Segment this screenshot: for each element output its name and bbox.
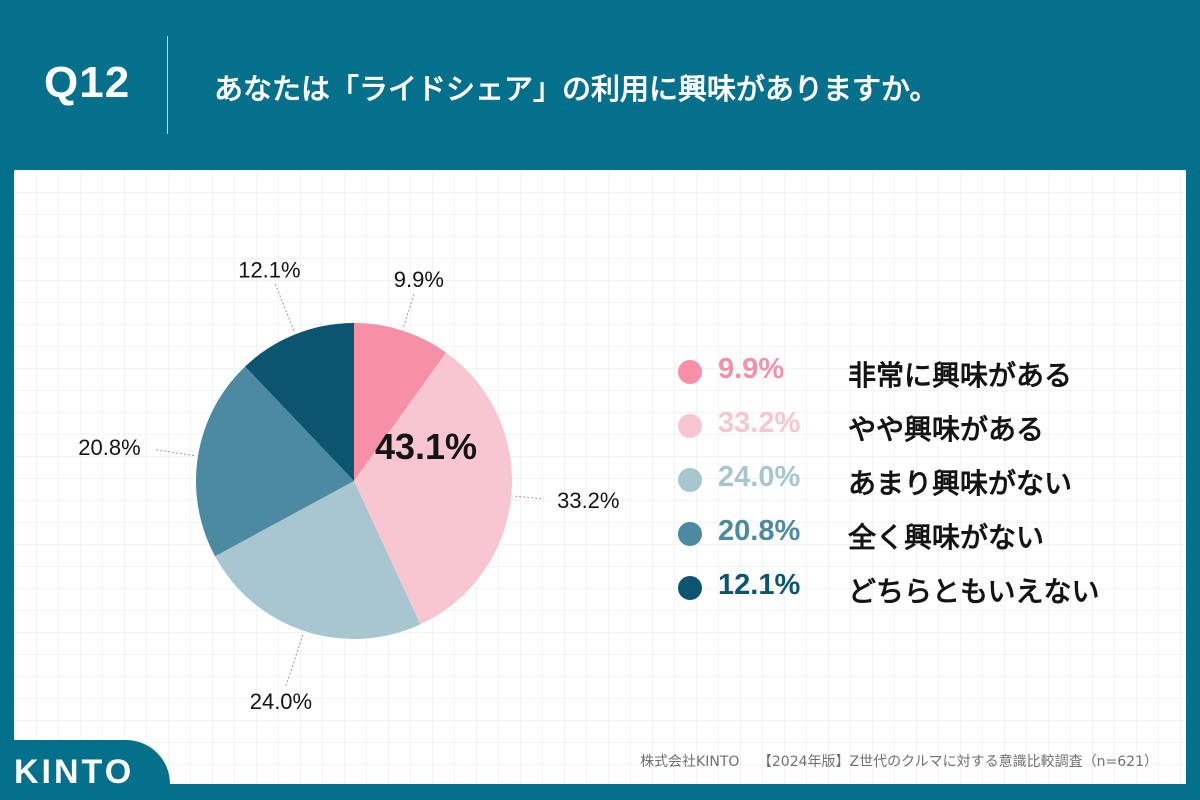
header: Q12 あなたは「ライドシェア」の利用に興味がありますか。: [0, 0, 1200, 170]
pie-slice: [195, 366, 354, 557]
logo-tab: [0, 740, 170, 800]
legend-percent: 24.0%: [718, 461, 801, 493]
pie-slice: [354, 352, 512, 625]
pie-slice: [215, 481, 421, 639]
legend-percent: 9.9%: [718, 353, 785, 385]
pie-slice: [245, 323, 354, 481]
data-label: 12.1%: [238, 257, 300, 282]
leader-line: [515, 495, 544, 500]
header-divider: [167, 36, 168, 134]
data-label: 24.0%: [250, 689, 312, 714]
center-annotation: 43.1%: [375, 426, 477, 467]
footer-company: 株式会社KINTO: [640, 754, 740, 770]
legend-swatch: [678, 360, 702, 384]
legend-percent: 12.1%: [718, 569, 801, 601]
kinto-logo: KINTO: [14, 753, 135, 791]
question-number: Q12: [44, 58, 131, 107]
legend-label: 全く興味がない: [848, 521, 1045, 554]
legend-swatch: [678, 576, 702, 600]
leader-line: [274, 282, 295, 331]
legend-label: どちらともいえない: [848, 575, 1100, 608]
pie-slice: [354, 323, 447, 481]
data-label: 20.8%: [78, 435, 140, 460]
legend-percent: 20.8%: [718, 515, 801, 547]
pie-chart: 9.9% 33.2% 24.0% 20.8% 12.1% 43.1%: [78, 257, 619, 714]
footer-source: 株式会社KINTO 【2024年版】Z世代のクルマに対する意識比較調査（n=62…: [640, 751, 1158, 771]
leader-line: [154, 448, 195, 457]
chart-panel: 9.9% 33.2% 24.0% 20.8% 12.1% 43.1% 9.9% 非常に興…: [14, 170, 1186, 784]
leader-line: [284, 634, 304, 689]
legend-label: やや興味がある: [848, 413, 1045, 446]
legend-swatch: [678, 468, 702, 492]
question-text: あなたは「ライドシェア」の利用に興味がありますか。: [214, 72, 939, 106]
data-label: 33.2%: [557, 488, 619, 513]
legend-label: 非常に興味がある: [848, 359, 1073, 392]
leader-line: [403, 292, 416, 327]
data-label: 9.9%: [394, 267, 444, 292]
legend-percent: 33.2%: [718, 407, 801, 439]
legend-label: あまり興味がない: [848, 467, 1073, 500]
legend-swatch: [678, 414, 702, 438]
legend-swatch: [678, 522, 702, 546]
footer-survey: 【2024年版】Z世代のクルマに対する意識比較調査（n=621）: [757, 754, 1158, 770]
